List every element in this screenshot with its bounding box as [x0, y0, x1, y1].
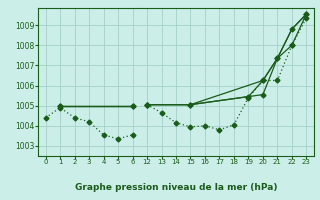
Text: Graphe pression niveau de la mer (hPa): Graphe pression niveau de la mer (hPa) [75, 183, 277, 192]
